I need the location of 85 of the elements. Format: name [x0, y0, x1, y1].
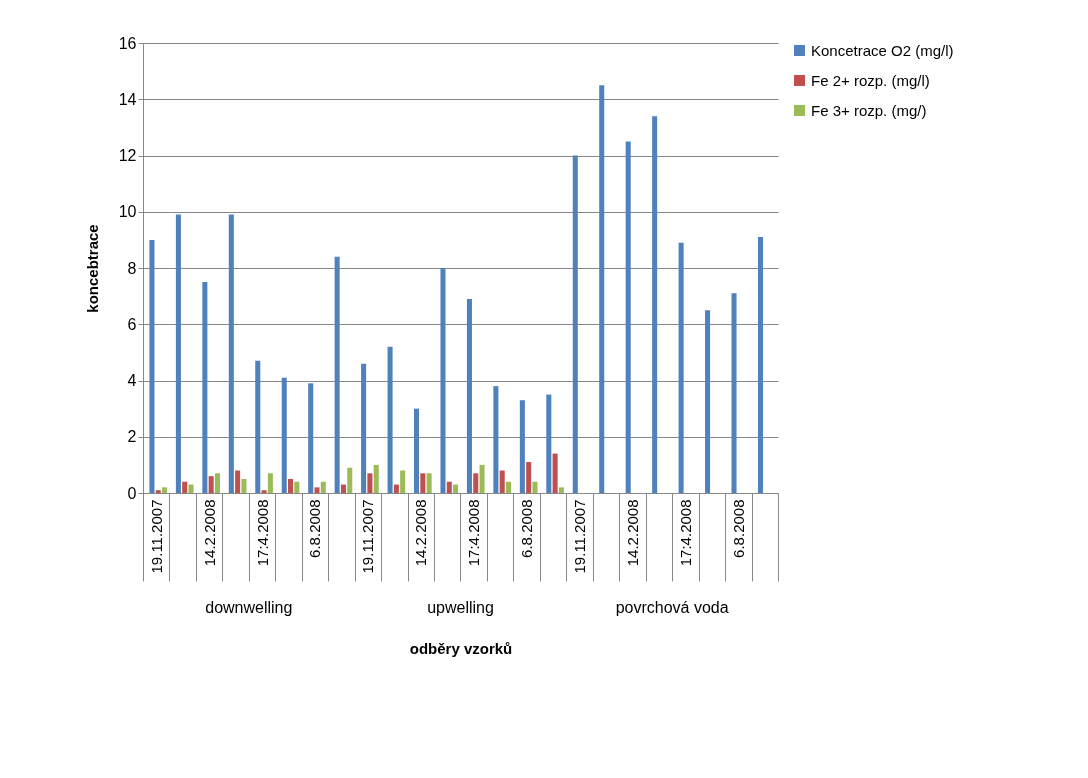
bar: [241, 478, 247, 493]
x-tick-label: 17:4.2008: [465, 499, 483, 567]
bar: [519, 400, 525, 493]
bar: [261, 490, 267, 493]
bar: [499, 470, 505, 493]
legend-label: Fe 3+ rozp. (mg/): [811, 101, 927, 119]
bar: [334, 256, 340, 493]
bar: [625, 141, 631, 493]
bar: [155, 490, 161, 493]
y-tick-label: 0: [127, 484, 137, 502]
bar: [505, 481, 512, 493]
bar: [308, 383, 314, 493]
bar: [652, 116, 658, 493]
bar: [347, 467, 353, 493]
bar: [373, 464, 379, 493]
x-tick-label: 17:4.2008: [676, 499, 694, 567]
y-axis-title: koncebtrace: [83, 224, 101, 313]
bar: [414, 408, 420, 493]
bar: [175, 214, 181, 493]
y-tick-label: 10: [118, 203, 137, 221]
bar: [420, 473, 426, 493]
bar: [400, 470, 406, 493]
legend-label: Koncetrace O2 (mg/l): [811, 41, 954, 59]
bar: [572, 155, 578, 493]
y-tick-label: 16: [118, 34, 137, 52]
y-tick-label: 6: [127, 315, 137, 333]
bar: [393, 484, 399, 493]
bar: [493, 386, 499, 493]
bar: [705, 310, 711, 493]
bar: [558, 487, 564, 493]
bar: [473, 473, 479, 493]
y-tick-label: 4: [127, 372, 137, 389]
y-tick-label: 14: [118, 90, 137, 108]
bar: [340, 484, 346, 493]
x-tick-label: 6.8.2008: [518, 499, 536, 558]
y-tick-label: 12: [118, 147, 137, 164]
bar: [479, 464, 485, 493]
text: downwelling: [205, 599, 293, 616]
x-tick-label: 19.11.2007: [571, 499, 589, 574]
x-axis-title: odběry vzorků: [409, 640, 513, 657]
bar: [546, 394, 552, 493]
bar: [188, 484, 194, 493]
bar: [526, 462, 532, 493]
bar: [228, 214, 234, 493]
bar: [288, 478, 294, 493]
bar: [532, 481, 538, 493]
bar: [453, 484, 459, 493]
x-tick-label: 19.11.2007: [359, 499, 377, 574]
x-tick-label: 6.8.2008: [306, 499, 324, 558]
bar: [149, 239, 155, 493]
bar: [599, 85, 605, 493]
bar: [162, 487, 168, 493]
y-tick-label: 8: [127, 259, 137, 277]
bar: [182, 481, 188, 493]
x-tick-label: 19.11.2007: [147, 499, 165, 574]
bar: [208, 476, 214, 493]
text: upwelling: [427, 599, 494, 616]
bar: [214, 473, 220, 493]
x-tick-label: 14.2.2008: [200, 499, 218, 567]
x-tick-label: 6.8.2008: [729, 499, 747, 558]
bar: [361, 363, 367, 493]
bar: [426, 473, 432, 493]
y-tick-label: 2: [127, 428, 137, 446]
text: povrchová voda: [615, 599, 729, 616]
bar: [367, 473, 373, 493]
bar: [440, 268, 446, 493]
x-tick-label: 14.2.2008: [412, 499, 430, 567]
bar: [678, 242, 684, 493]
bar: [320, 481, 326, 493]
x-tick-label: 17:4.2008: [253, 499, 271, 567]
bar: [757, 237, 764, 493]
x-tick-label: 14.2.2008: [623, 499, 641, 567]
bar: [552, 453, 558, 493]
legend-label: Fe 2+ rozp. (mg/l): [811, 71, 930, 89]
bar: [267, 473, 273, 493]
bar: [255, 360, 261, 493]
bar: [202, 282, 208, 493]
bar: [235, 470, 241, 493]
bar: [294, 481, 300, 493]
bar: [731, 293, 737, 493]
bar: [314, 487, 320, 493]
bar: [446, 481, 452, 493]
bar: [387, 346, 393, 493]
bar: [466, 298, 472, 493]
bar: [281, 377, 287, 493]
